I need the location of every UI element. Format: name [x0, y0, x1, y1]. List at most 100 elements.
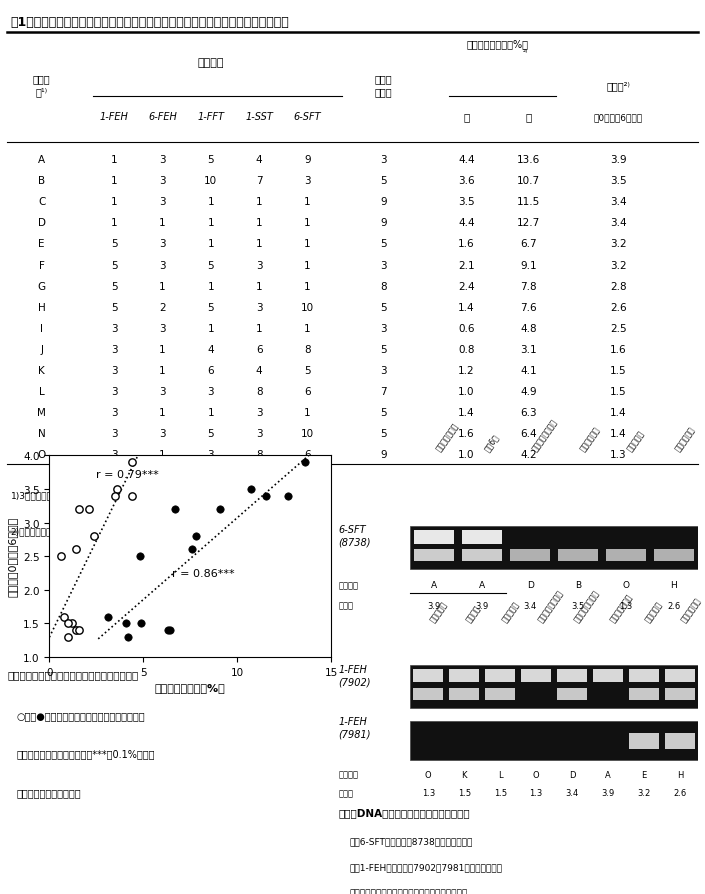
Text: 1: 1 — [305, 408, 311, 417]
Text: 7.8: 7.8 — [520, 282, 537, 291]
Bar — [449, 688, 479, 701]
Text: 3: 3 — [111, 344, 118, 354]
Point — [121, 617, 132, 631]
Text: 4: 4 — [256, 366, 262, 375]
Text: 3.9: 3.9 — [601, 789, 615, 797]
Text: 1.5: 1.5 — [493, 789, 507, 797]
Text: 1-FFT: 1-FFT — [197, 113, 224, 122]
Point — [134, 549, 145, 564]
Text: ²⁾: ²⁾ — [522, 48, 528, 57]
Text: 3: 3 — [159, 240, 166, 249]
Text: 5: 5 — [380, 344, 387, 354]
Bar — [510, 550, 551, 561]
Text: 8: 8 — [256, 386, 262, 396]
Text: 1.0: 1.0 — [458, 386, 474, 396]
Text: 5: 5 — [111, 260, 118, 270]
Text: 5: 5 — [380, 176, 387, 186]
Text: D: D — [37, 218, 46, 228]
Point — [136, 617, 147, 631]
Text: 2.6: 2.6 — [673, 789, 687, 797]
Text: 1-FEH
(7981): 1-FEH (7981) — [338, 716, 371, 738]
Text: 9.1: 9.1 — [520, 260, 537, 270]
Text: 7: 7 — [380, 386, 387, 396]
Text: r = 0.86***: r = 0.86*** — [171, 569, 234, 578]
Text: 3: 3 — [207, 386, 214, 396]
Text: 茎: 茎 — [525, 113, 532, 122]
Bar — [557, 688, 587, 701]
Text: 9: 9 — [380, 198, 387, 207]
Text: 7.6: 7.6 — [520, 302, 537, 312]
Text: 6.4: 6.4 — [520, 428, 537, 438]
Text: M: M — [37, 408, 46, 417]
Point — [126, 455, 137, 470]
Point — [74, 502, 85, 517]
Text: B: B — [38, 176, 45, 186]
Text: L: L — [39, 386, 44, 396]
Text: 遺伝子型: 遺伝子型 — [197, 57, 224, 68]
Text: 1.5: 1.5 — [611, 386, 627, 396]
Text: 11.5: 11.5 — [517, 198, 540, 207]
Text: 3: 3 — [111, 386, 118, 396]
Text: 3: 3 — [256, 260, 262, 270]
Text: E: E — [642, 770, 646, 779]
Text: りょうふう: りょうふう — [501, 599, 521, 623]
Text: 1: 1 — [256, 218, 262, 228]
Bar — [665, 733, 695, 749]
Point — [70, 543, 81, 557]
Text: 2.6: 2.6 — [668, 601, 680, 610]
Text: 1: 1 — [159, 344, 166, 354]
Text: O: O — [37, 450, 46, 460]
Text: 3.9: 3.9 — [476, 601, 489, 610]
Text: 3: 3 — [380, 155, 387, 165]
Text: A: A — [479, 580, 485, 589]
Text: 3: 3 — [159, 386, 166, 396]
Text: スカイゴールデン: スカイゴールデン — [537, 587, 565, 623]
Text: 6: 6 — [305, 450, 311, 460]
Text: O: O — [533, 770, 539, 779]
Bar — [665, 688, 695, 701]
Point — [260, 489, 271, 503]
Text: 3.1: 3.1 — [520, 344, 537, 354]
Bar — [413, 688, 443, 701]
Bar — [629, 733, 659, 749]
Text: 10: 10 — [301, 428, 314, 438]
Text: 6: 6 — [305, 386, 311, 396]
Text: 2.1: 2.1 — [458, 260, 474, 270]
Text: 6-SFT
(8738): 6-SFT (8738) — [338, 525, 371, 547]
Bar — [665, 670, 695, 682]
Point — [300, 455, 311, 470]
Text: 4: 4 — [207, 344, 214, 354]
Text: 図１　越冬前のフルクタン含量と越冬性の関係: 図１ 越冬前のフルクタン含量と越冬性の関係 — [7, 669, 138, 679]
Text: G: G — [37, 282, 46, 291]
Text: 3: 3 — [159, 260, 166, 270]
Text: 品種・
系統数: 品種・ 系統数 — [375, 74, 393, 97]
Text: 5: 5 — [380, 408, 387, 417]
Text: I: I — [40, 324, 43, 333]
Text: 13.6: 13.6 — [517, 155, 540, 165]
Text: 3.9: 3.9 — [611, 155, 627, 165]
Bar — [413, 670, 443, 682]
Text: 0.6: 0.6 — [458, 324, 474, 333]
Text: 3: 3 — [256, 302, 262, 312]
Text: 8: 8 — [305, 344, 311, 354]
Text: 4.4: 4.4 — [458, 218, 474, 228]
Text: 1: 1 — [256, 198, 262, 207]
Text: べんけいむぎ: べんけいむぎ — [578, 425, 601, 452]
Text: H: H — [670, 580, 678, 589]
Text: B: B — [575, 580, 581, 589]
Text: 1.2: 1.2 — [458, 366, 474, 375]
Text: 1: 1 — [305, 260, 311, 270]
Point — [74, 623, 85, 637]
Text: 3: 3 — [256, 408, 262, 417]
Text: 3.5: 3.5 — [611, 176, 627, 186]
Text: 小麦一条: 小麦一条 — [465, 603, 482, 623]
Text: 1.0: 1.0 — [458, 450, 474, 460]
Text: 2.8: 2.8 — [611, 282, 627, 291]
Point — [109, 489, 121, 503]
Point — [245, 483, 256, 497]
Text: A: A — [38, 155, 45, 165]
Point — [164, 623, 176, 637]
Text: 1-SST: 1-SST — [245, 113, 273, 122]
Text: 6: 6 — [207, 366, 214, 375]
Text: D: D — [569, 770, 575, 779]
